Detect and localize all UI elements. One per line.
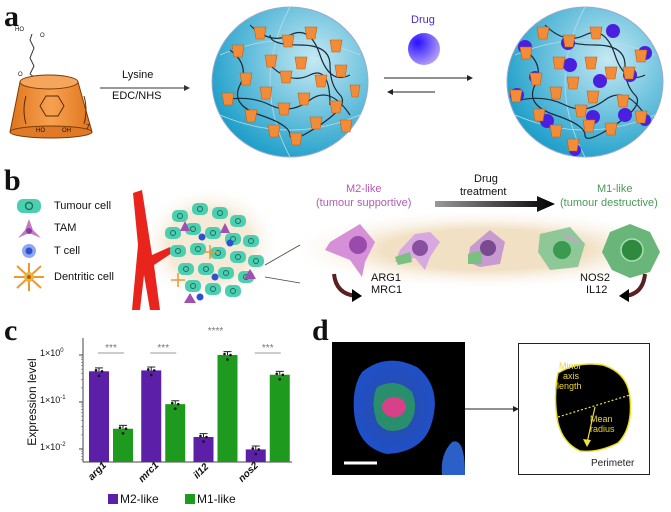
legend-t-cell-label: T cell xyxy=(54,245,81,257)
legend-dendritic-cell-label: Dentritic cell xyxy=(54,271,114,283)
m2-subtitle: (tumour supportive) xyxy=(316,197,412,209)
svg-text:****: **** xyxy=(208,326,224,337)
hydrogel-sphere-empty-icon xyxy=(211,6,369,158)
minor-axis-label-2: axis xyxy=(563,371,580,381)
minor-axis-label-1: Minor xyxy=(559,361,582,371)
drug-molecule-icon xyxy=(408,33,440,65)
tam-icon xyxy=(18,219,41,238)
svg-text:***: *** xyxy=(262,343,274,354)
m1-marker-2: IL12 xyxy=(586,284,608,296)
m1-title: M1-like xyxy=(597,183,633,195)
bar-M2-like-il12 xyxy=(193,437,214,462)
mean-radius-label-1: Mean xyxy=(590,414,613,424)
perimeter-label: Perimeter xyxy=(591,458,635,469)
m1-subtitle: (tumour destructive) xyxy=(560,197,658,209)
m2-title: M2-like xyxy=(346,183,382,195)
bar-M2-like-nos2 xyxy=(245,449,266,462)
mean-radius-label-2: radius xyxy=(590,424,615,434)
bar-chart: *** ********** xyxy=(79,326,292,463)
legend-m1-label: M1-like xyxy=(197,492,236,506)
molecule-o2-label: O xyxy=(18,72,23,78)
svg-text:***: *** xyxy=(157,343,169,354)
panel-a-label: a xyxy=(4,0,19,33)
bar-M1-like-arg1 xyxy=(113,428,133,462)
m2-marker-1: ARG1 xyxy=(371,272,401,284)
legend-m2-swatch xyxy=(108,494,118,504)
bar-M1-like-il12 xyxy=(217,355,238,462)
minor-axis-label-3: length xyxy=(557,381,582,391)
drug-treatment-label-top: Drug xyxy=(474,173,498,185)
drug-label: Drug xyxy=(411,14,435,26)
bar-M1-like-nos2 xyxy=(269,374,290,462)
tumour-cell-icon xyxy=(17,199,41,213)
cyclodextrin-molecule-icon xyxy=(9,33,93,139)
equilibrium-arrows-icon xyxy=(384,75,473,95)
bar-M2-like-arg1 xyxy=(89,371,109,462)
y-tick-label: 1×100 xyxy=(40,348,64,358)
m1-marker-1: NOS2 xyxy=(580,272,610,284)
hydrogel-sphere-loaded-icon xyxy=(506,6,664,158)
panel-d-label: d xyxy=(312,314,329,347)
connector-arrow-icon xyxy=(465,406,519,412)
legend-m2-label: M2-like xyxy=(120,492,159,506)
m2-marker-arrow-icon xyxy=(332,273,362,302)
dendritic-cell-icon xyxy=(14,263,44,291)
reaction-reagent-top: Lysine xyxy=(122,69,154,81)
cell-shape-outline xyxy=(554,363,632,453)
m2-marker-2: MRC1 xyxy=(371,284,403,296)
y-tick-label: 1×10-1 xyxy=(40,395,66,405)
drug-treatment-arrow-icon xyxy=(435,196,555,212)
reaction-arrow-icon xyxy=(100,85,190,91)
legend-tumour-cell-label: Tumour cell xyxy=(54,200,112,212)
bar-M2-like-mrc1 xyxy=(141,370,162,462)
t-cell-icon xyxy=(22,244,36,258)
molecule-repeat-label: 7 xyxy=(86,124,90,131)
molecule-oh-label: OH xyxy=(62,128,71,134)
tumour-microenvironment-icon xyxy=(132,185,301,310)
legend-tam-label: TAM xyxy=(54,222,77,234)
panel-c-label: c xyxy=(4,314,18,347)
drug-treatment-label-bottom: treatment xyxy=(460,186,507,198)
macrophage-polarization-icon xyxy=(300,212,671,287)
molecule-o1-label: O xyxy=(40,33,45,39)
legend-m1-swatch xyxy=(185,494,195,504)
fluorescence-micrograph xyxy=(332,342,465,475)
bar-M1-like-mrc1 xyxy=(165,404,186,462)
y-tick-label: 1×10-2 xyxy=(40,442,66,452)
panel-b-label: b xyxy=(4,164,21,197)
reaction-reagent-bottom: EDC/NHS xyxy=(112,90,162,102)
molecule-ho-label: HO xyxy=(15,27,24,33)
molecule-ho2-label: HO xyxy=(36,128,45,134)
svg-text:***: *** xyxy=(105,343,117,354)
m1-marker-arrow-icon xyxy=(619,273,647,302)
